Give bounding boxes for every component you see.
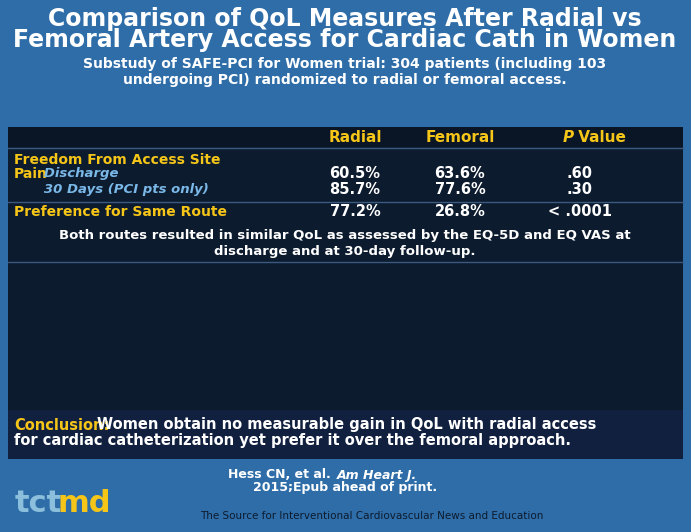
Text: .30: .30 bbox=[567, 181, 593, 196]
Text: Radial: Radial bbox=[328, 129, 381, 145]
Bar bbox=[0, 459, 691, 532]
Text: md: md bbox=[58, 489, 111, 519]
Text: 26.8%: 26.8% bbox=[435, 204, 486, 220]
Text: 85.7%: 85.7% bbox=[330, 181, 381, 196]
Text: 77.6%: 77.6% bbox=[435, 181, 485, 196]
Bar bbox=[8, 127, 683, 410]
Text: for cardiac catheterization yet prefer it over the femoral approach.: for cardiac catheterization yet prefer i… bbox=[14, 434, 571, 448]
Text: 30 Days (PCI pts only): 30 Days (PCI pts only) bbox=[30, 182, 209, 195]
Text: discharge and at 30-day follow-up.: discharge and at 30-day follow-up. bbox=[214, 245, 475, 257]
Text: Substudy of SAFE-PCI for Women trial: 304 patients (including 103: Substudy of SAFE-PCI for Women trial: 30… bbox=[84, 57, 607, 71]
Text: Conclusion:: Conclusion: bbox=[14, 418, 109, 433]
Text: 63.6%: 63.6% bbox=[435, 167, 485, 181]
Text: Femoral: Femoral bbox=[426, 129, 495, 145]
Text: Value: Value bbox=[573, 129, 626, 145]
Bar bbox=[8, 127, 683, 147]
Bar bbox=[8, 410, 683, 459]
Text: Preference for Same Route: Preference for Same Route bbox=[14, 205, 227, 219]
Text: 60.5%: 60.5% bbox=[330, 167, 381, 181]
Text: .60: .60 bbox=[567, 167, 593, 181]
Text: The Source for Interventional Cardiovascular News and Education: The Source for Interventional Cardiovasc… bbox=[200, 511, 543, 521]
Text: P: P bbox=[563, 129, 574, 145]
Text: Both routes resulted in similar QoL as assessed by the EQ-5D and EQ VAS at: Both routes resulted in similar QoL as a… bbox=[59, 229, 631, 243]
Text: tct: tct bbox=[15, 489, 62, 519]
Text: Discharge: Discharge bbox=[30, 168, 118, 180]
Text: Freedom From Access Site: Freedom From Access Site bbox=[14, 153, 220, 167]
Text: 77.2%: 77.2% bbox=[330, 204, 380, 220]
Text: Pain: Pain bbox=[14, 167, 48, 181]
Text: 2015;Epub ahead of print.: 2015;Epub ahead of print. bbox=[253, 481, 437, 495]
Text: < .0001: < .0001 bbox=[548, 204, 612, 220]
Text: Am Heart J.: Am Heart J. bbox=[337, 469, 417, 481]
Text: Women obtain no measurable gain in QoL with radial access: Women obtain no measurable gain in QoL w… bbox=[97, 418, 596, 433]
Text: Femoral Artery Access for Cardiac Cath in Women: Femoral Artery Access for Cardiac Cath i… bbox=[13, 28, 676, 52]
Text: undergoing PCI) randomized to radial or femoral access.: undergoing PCI) randomized to radial or … bbox=[123, 73, 567, 87]
Text: Hess CN, et al.: Hess CN, et al. bbox=[228, 469, 335, 481]
Text: Comparison of QoL Measures After Radial vs: Comparison of QoL Measures After Radial … bbox=[48, 7, 642, 31]
